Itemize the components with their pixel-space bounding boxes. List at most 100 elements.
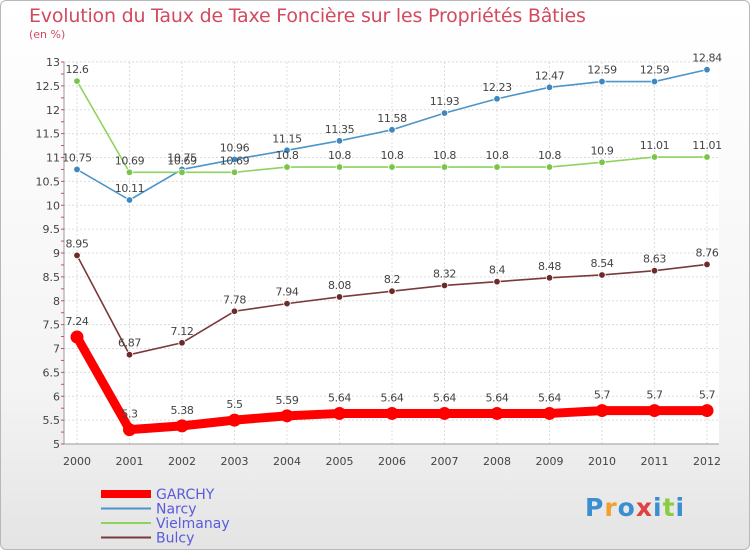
data-label-bulcy: 6.87 (118, 337, 141, 350)
data-label-garchy: 7.24 (66, 315, 89, 328)
y-tick-label: 6.5 (43, 366, 61, 379)
data-label-garchy: 5.3 (121, 408, 138, 421)
logo-letter: P (585, 493, 605, 522)
data-label-bulcy: 8.2 (384, 273, 400, 286)
data-label-bulcy: 8.63 (643, 253, 666, 266)
data-point-narcy (230, 155, 239, 164)
data-point-bulcy (493, 277, 501, 286)
data-label-garchy: 5.64 (381, 391, 404, 404)
data-point-bulcy (230, 307, 239, 315)
logo-letter: i (675, 493, 686, 522)
data-point-vielmanay (335, 163, 344, 171)
data-point-vielmanay (125, 168, 134, 177)
data-label-bulcy: 8.95 (66, 237, 89, 250)
legend-label-vielmanay: Vielmanay (156, 516, 230, 532)
y-tick-label: 13 (46, 56, 60, 69)
data-label-garchy: 5.7 (699, 389, 716, 402)
y-tick-label: 9 (53, 247, 60, 260)
data-label-bulcy: 8.54 (591, 257, 614, 270)
data-label-narcy: 12.59 (640, 64, 670, 77)
y-tick-label: 8 (53, 295, 60, 308)
data-label-garchy: 5.7 (646, 389, 663, 402)
data-label-bulcy: 8.08 (328, 279, 351, 292)
y-tick-label: 12 (46, 104, 60, 117)
logo-letter: t (662, 493, 676, 522)
y-tick-label: 9.5 (43, 223, 61, 236)
data-point-vielmanay (545, 163, 554, 171)
data-label-narcy: 12.84 (692, 52, 722, 65)
data-point-narcy (283, 146, 291, 155)
y-tick-label: 10 (46, 199, 60, 212)
data-label-vielmanay: 10.8 (433, 149, 456, 162)
data-label-garchy: 5.64 (486, 391, 509, 404)
data-label-vielmanay: 10.8 (276, 149, 299, 162)
data-point-garchy (280, 409, 294, 423)
x-tick-label: 2006 (378, 455, 406, 468)
data-point-vielmanay (703, 153, 711, 161)
data-label-vielmanay: 10.69 (115, 154, 145, 167)
data-label-narcy: 11.35 (325, 123, 355, 136)
legend-label-garchy: GARCHY (156, 487, 215, 503)
chart-title: Evolution du Taux de Taxe Foncière sur l… (29, 5, 586, 27)
data-label-bulcy: 7.94 (276, 286, 299, 299)
data-point-bulcy (73, 251, 81, 260)
data-label-garchy: 5.64 (538, 391, 561, 404)
data-point-garchy (543, 406, 556, 420)
data-point-vielmanay (230, 168, 239, 177)
data-label-vielmanay: 10.9 (591, 144, 614, 157)
y-tick-label: 6 (53, 390, 60, 403)
y-tick-label: 11.5 (36, 128, 61, 141)
logo-letter: i (653, 493, 663, 522)
data-point-garchy (333, 406, 346, 420)
data-point-bulcy (650, 266, 659, 275)
data-point-narcy (440, 109, 449, 117)
y-tick-label: 5.5 (43, 414, 61, 427)
data-point-bulcy (283, 299, 291, 308)
data-label-bulcy: 7.12 (171, 325, 194, 338)
data-point-garchy (385, 406, 399, 420)
data-label-narcy: 10.75 (167, 151, 197, 164)
data-point-garchy (438, 406, 451, 420)
data-point-narcy (388, 126, 396, 134)
data-label-narcy: 12.47 (535, 69, 565, 82)
data-point-bulcy (598, 271, 606, 279)
data-point-narcy (125, 196, 134, 204)
data-point-bulcy (703, 260, 711, 269)
y-tick-label: 8.5 (43, 271, 61, 284)
data-label-bulcy: 8.32 (433, 267, 456, 280)
logo-letter: r (604, 493, 618, 522)
logo-letter: x (635, 493, 653, 522)
x-tick-label: 2008 (483, 455, 511, 468)
data-label-narcy: 11.58 (377, 112, 407, 125)
data-label-vielmanay: 10.8 (538, 149, 561, 162)
data-point-bulcy (125, 351, 134, 359)
data-label-garchy: 5.38 (171, 404, 194, 417)
x-tick-label: 2007 (431, 455, 459, 468)
data-point-garchy (648, 404, 661, 418)
x-tick-label: 2009 (536, 455, 564, 468)
data-label-bulcy: 8.48 (538, 260, 561, 273)
data-label-vielmanay: 10.69 (220, 154, 250, 167)
data-point-bulcy (178, 339, 186, 347)
data-point-garchy (700, 404, 714, 418)
data-point-bulcy (335, 293, 344, 301)
chart-unit-label: (en %) (29, 28, 66, 41)
data-label-narcy: 12.23 (482, 81, 512, 94)
x-tick-label: 2010 (588, 455, 616, 468)
x-tick-label: 2005 (326, 455, 354, 468)
data-label-vielmanay: 10.69 (167, 154, 197, 167)
data-label-garchy: 5.5 (226, 398, 243, 411)
data-point-narcy (650, 77, 659, 86)
y-tick-label: 10.5 (36, 175, 61, 188)
x-tick-label: 2011 (641, 455, 669, 468)
data-point-garchy (228, 413, 241, 427)
data-point-bulcy (440, 281, 449, 290)
data-point-narcy (703, 65, 711, 74)
data-label-narcy: 12.59 (587, 64, 617, 77)
data-label-bulcy: 8.76 (696, 246, 719, 259)
y-tick-label: 11 (46, 152, 60, 165)
data-point-narcy (335, 137, 344, 145)
data-label-vielmanay: 12.6 (66, 63, 89, 76)
data-point-garchy (175, 419, 189, 433)
